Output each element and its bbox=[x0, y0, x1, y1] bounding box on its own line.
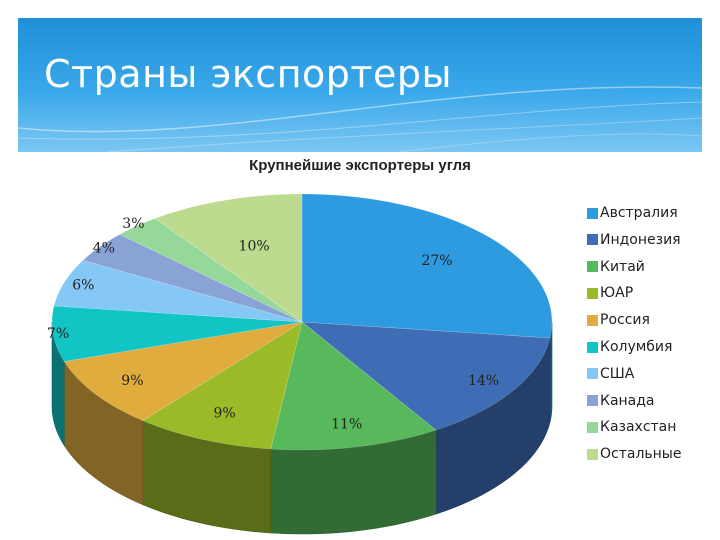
legend-swatch bbox=[587, 395, 598, 407]
pie-slice-австралия bbox=[301, 193, 553, 339]
legend-label: Индонезия bbox=[600, 231, 681, 248]
legend-item-россия: Россия bbox=[587, 310, 650, 330]
legend-swatch bbox=[587, 234, 598, 246]
legend-label: США bbox=[600, 365, 635, 382]
legend-label: Китай bbox=[600, 258, 645, 275]
data-label-канада: 4% bbox=[93, 240, 115, 256]
legend-swatch bbox=[587, 421, 598, 433]
legend-swatch bbox=[587, 261, 598, 273]
pie-slice-юар bbox=[141, 321, 303, 450]
pie-side-колумбия bbox=[51, 321, 65, 447]
pie-slice-канада bbox=[82, 234, 303, 323]
legend-item-индонезия: Индонезия bbox=[587, 230, 681, 250]
legend-swatch bbox=[587, 287, 598, 299]
legend-label: ЮАР bbox=[600, 285, 634, 302]
pie-slice-китай bbox=[270, 321, 437, 451]
legend-swatch bbox=[587, 448, 598, 460]
data-label-казахстан: 3% bbox=[122, 216, 144, 232]
data-label-индонезия: 14% bbox=[468, 373, 499, 389]
legend-item-колумбия: Колумбия bbox=[587, 337, 672, 357]
data-label-юар: 9% bbox=[213, 406, 235, 422]
pie-labels: 27% 14% 11% 9% 9% 7% 6% 4% 3% 10% bbox=[47, 216, 499, 432]
data-label-россия: 9% bbox=[121, 373, 143, 389]
legend-item-юар: ЮАР bbox=[587, 283, 633, 303]
header-band bbox=[18, 18, 702, 152]
pie-slice-россия bbox=[63, 321, 303, 421]
data-label-австралия: 27% bbox=[421, 253, 452, 269]
legend-label: Колумбия bbox=[600, 339, 673, 355]
legend-label: Канада bbox=[600, 392, 655, 409]
legend-label: Остальные bbox=[600, 446, 682, 463]
legend-swatch bbox=[587, 341, 598, 353]
legend-swatch bbox=[587, 368, 598, 380]
legend-label: Австралия bbox=[600, 205, 678, 221]
pie-slice-индонезия bbox=[301, 321, 551, 431]
pie-tops bbox=[51, 193, 553, 451]
chart-title: Крупнейшие экспортеры угля bbox=[249, 157, 471, 174]
data-label-сша: 6% bbox=[72, 278, 94, 294]
legend-swatch bbox=[587, 207, 598, 219]
pie-slice-казахстан bbox=[119, 218, 303, 323]
legend-item-австралия: Австралия bbox=[587, 203, 678, 223]
data-label-китай: 11% bbox=[331, 416, 362, 432]
legend-swatch bbox=[587, 314, 598, 326]
header-swoosh-decoration bbox=[18, 86, 702, 152]
legend-item-канада: Канада bbox=[587, 391, 655, 411]
legend-item-сша: США bbox=[587, 364, 634, 384]
pie-slice-колумбия bbox=[51, 305, 303, 362]
pie-sides bbox=[51, 321, 553, 535]
pie-slice-остальные bbox=[154, 193, 303, 323]
data-label-остальные: 10% bbox=[239, 239, 270, 255]
data-label-колумбия: 7% bbox=[47, 326, 69, 342]
legend-item-китай: Китай bbox=[587, 257, 645, 277]
legend-item-остальные: Остальные bbox=[587, 444, 681, 464]
legend-item-казахстан: Казахстан bbox=[587, 417, 676, 437]
legend-label: Россия bbox=[600, 312, 650, 329]
slide-title: Страны экспортеры bbox=[44, 52, 453, 96]
pie-slice-сша bbox=[53, 260, 303, 323]
legend-label: Казахстан bbox=[600, 419, 677, 436]
